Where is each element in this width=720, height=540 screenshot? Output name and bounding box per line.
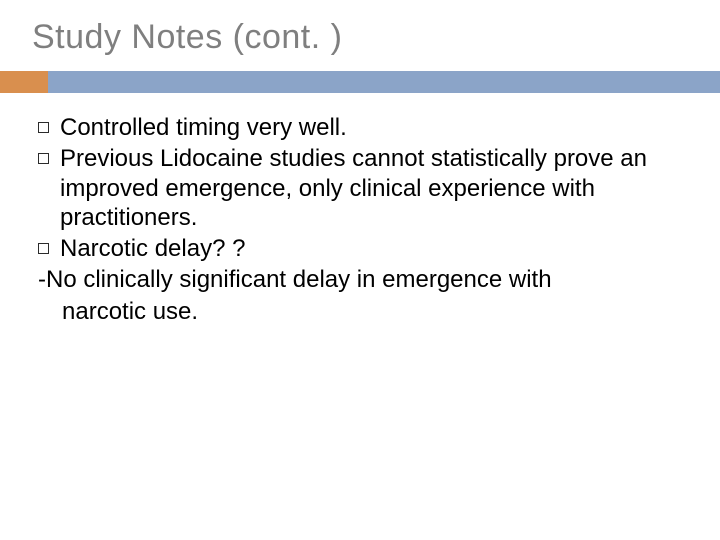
slide-content: Controlled timing very well. Previous Li… bbox=[28, 113, 692, 326]
bullet-text: Controlled timing very well. bbox=[60, 113, 686, 142]
accent-block bbox=[0, 71, 48, 93]
bullet-text: Previous Lidocaine studies cannot statis… bbox=[60, 144, 686, 232]
list-item: Controlled timing very well. bbox=[38, 113, 686, 142]
list-item: Previous Lidocaine studies cannot statis… bbox=[38, 144, 686, 232]
list-item: Narcotic delay? ? bbox=[38, 234, 686, 263]
trailing-line: -No clinically significant delay in emer… bbox=[38, 265, 686, 294]
trailing-line-2: narcotic use. bbox=[62, 297, 686, 326]
divider bbox=[28, 71, 692, 93]
divider-bar bbox=[0, 71, 720, 93]
bullet-icon bbox=[38, 153, 49, 164]
slide-container: Study Notes (cont. ) Controlled timing v… bbox=[0, 0, 720, 540]
bullet-text: Narcotic delay? ? bbox=[60, 234, 686, 263]
bullet-icon bbox=[38, 122, 49, 133]
slide-title: Study Notes (cont. ) bbox=[32, 18, 692, 57]
bullet-icon bbox=[38, 243, 49, 254]
